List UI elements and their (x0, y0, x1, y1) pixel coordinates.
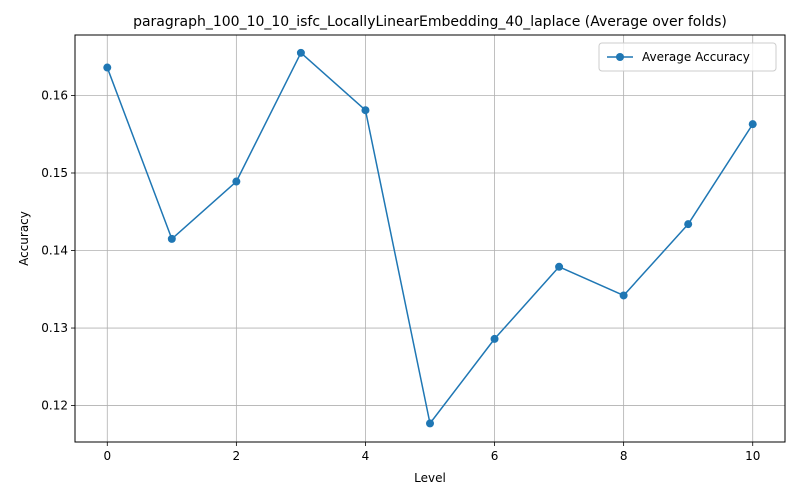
data-point (426, 419, 434, 428)
data-point (490, 334, 499, 343)
x-tick-label: 0 (103, 449, 111, 463)
data-point (361, 106, 370, 115)
chart-title: paragraph_100_10_10_isfc_LocallyLinearEm… (133, 14, 727, 30)
legend-box (598, 42, 777, 72)
y-tick-label: 0.14 (41, 244, 68, 258)
data-point (555, 262, 564, 271)
y-tick-label: 0.13 (41, 321, 68, 335)
series-layer (103, 48, 757, 428)
data-point (619, 291, 628, 300)
x-tick-label: 2 (233, 449, 241, 463)
x-tick-label: 4 (362, 449, 370, 463)
x-tick-label: 10 (745, 449, 760, 463)
data-point (748, 120, 757, 129)
x-tick-label: 8 (620, 449, 628, 463)
data-point (167, 234, 176, 243)
data-point (684, 220, 693, 229)
x-axis-label: Level (414, 471, 446, 485)
legend: Average Accuracy (598, 42, 777, 72)
legend-marker (616, 53, 624, 61)
axis-ticks: 0 2 4 6 8 10 0.12 0.13 0.14 0.15 0.16 (41, 88, 760, 463)
y-tick-label: 0.16 (41, 88, 68, 102)
y-tick-label: 0.12 (41, 399, 68, 413)
legend-entry-average-accuracy: Average Accuracy (642, 50, 750, 64)
data-point (232, 177, 241, 186)
grid-lines (75, 35, 785, 442)
series-line-average-accuracy (106, 52, 754, 425)
y-axis-label: Accuracy (17, 211, 31, 266)
plot-frame (74, 34, 786, 443)
data-point (296, 48, 305, 57)
y-tick-label: 0.15 (41, 166, 68, 180)
x-tick-label: 6 (491, 449, 499, 463)
data-point (103, 63, 112, 72)
